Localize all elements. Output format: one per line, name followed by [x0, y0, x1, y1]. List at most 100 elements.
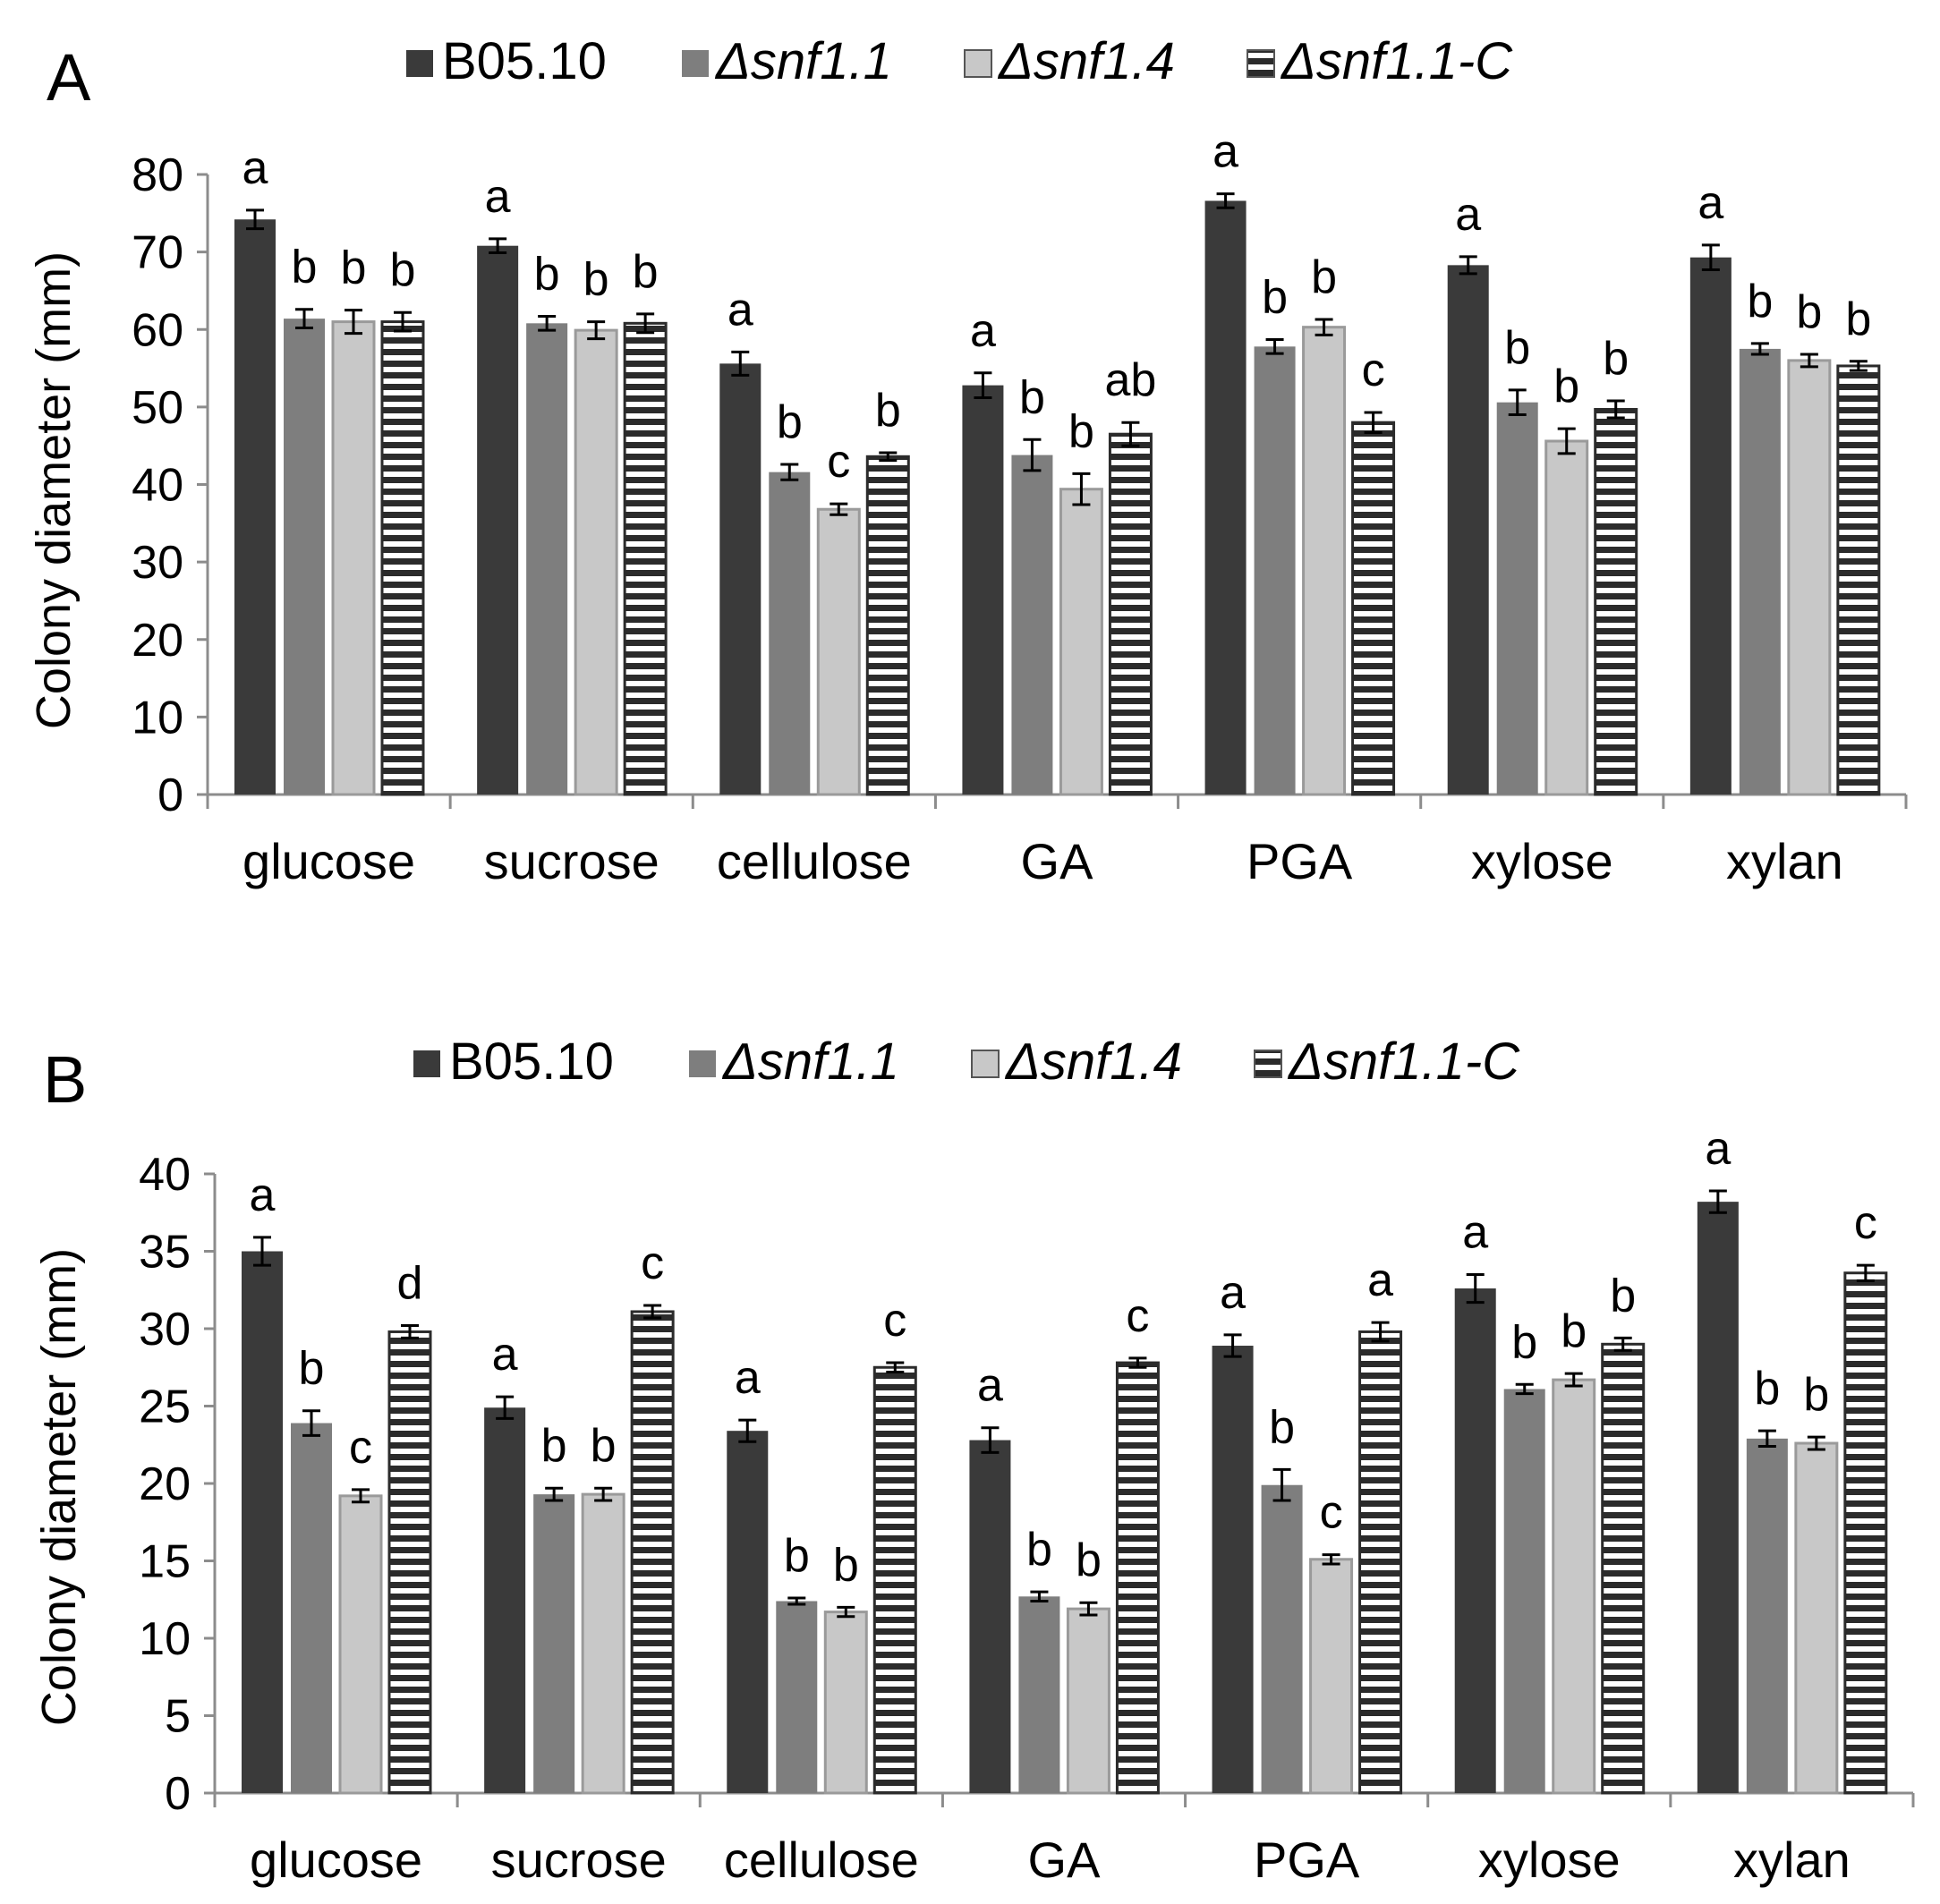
error-bar-b-snf1-4-GA [1079, 1601, 1098, 1617]
y-tick-label-a-60: 60 [132, 304, 183, 356]
bar-b-snf1-4-cellulose [823, 1611, 868, 1795]
sig-label-a-snf1-1-c-GA: ab [1105, 354, 1157, 406]
error-bar-b-snf1-1-glucose [302, 1409, 320, 1437]
bar-a-snf1-1-c-PGA [1351, 421, 1396, 796]
bar-a-b0510-glucose [234, 219, 276, 795]
sig-label-b-snf1-1-xylan: b [1754, 1363, 1780, 1415]
bar-a-snf1-1-c-glucose [380, 320, 425, 796]
sig-label-a-snf1-1-c-xylose: b [1603, 333, 1629, 385]
panel-a-legend: B05.10 Δsnf1.1 Δsnf1.4 Δsnf1.1-C [406, 32, 1513, 90]
error-bar-a-b0510-glucose [246, 208, 264, 231]
error-bar-a-snf1-1-sucrose [538, 315, 557, 332]
sig-label-b-b0510-cellulose: a [735, 1352, 761, 1404]
bar-a-snf1-1-c-GA [1108, 432, 1153, 796]
error-bar-b-b0510-sucrose [496, 1395, 515, 1420]
error-bar-b-snf1-1-PGA [1272, 1467, 1291, 1502]
y-tick-label-a-0: 0 [157, 769, 183, 821]
category-label-b-xylan: xylan [1733, 1832, 1851, 1888]
category-label-b-cellulose: cellulose [724, 1832, 919, 1888]
sig-label-b-snf1-1-PGA: b [1269, 1401, 1295, 1453]
bar-b-b0510-PGA [1212, 1346, 1254, 1793]
error-bar-a-b0510-cellulose [731, 350, 750, 377]
y-tick-label-b-0: 0 [165, 1768, 191, 1820]
error-bar-a-snf1-1-glucose [295, 308, 313, 330]
bar-a-snf1-4-PGA [1302, 326, 1347, 796]
error-bar-b-snf1-1-c-glucose [401, 1324, 419, 1339]
y-tick-label-b-35: 35 [139, 1227, 191, 1279]
error-bar-b-snf1-1-c-GA [1128, 1356, 1147, 1369]
sig-label-b-snf1-4-xylose: b [1561, 1305, 1587, 1357]
error-bar-b-snf1-4-cellulose [837, 1605, 855, 1619]
panel-a: A B05.10 Δsnf1.1 Δsnf1.4 Δsnf1.1-C Colon… [27, 32, 1908, 889]
bar-b-b0510-glucose [242, 1251, 283, 1793]
error-bar-a-snf1-4-sucrose [587, 320, 606, 341]
legend-swatch-snf1-1-c-b [1254, 1050, 1282, 1078]
legend-item-snf1-1-c-b: Δsnf1.1-C [1254, 1033, 1520, 1091]
error-bar-a-snf1-4-cellulose [830, 502, 848, 516]
error-bar-b-snf1-1-cellulose [787, 1596, 806, 1606]
sig-label-a-snf1-1-c-glucose: b [390, 244, 416, 296]
legend-item-b0510: B05.10 [406, 32, 607, 90]
bar-a-snf1-1-cellulose [769, 472, 811, 795]
sig-label-a-b0510-cellulose: a [728, 284, 753, 336]
sig-label-b-snf1-1-GA: b [1026, 1524, 1052, 1576]
bar-b-snf1-4-PGA [1309, 1558, 1354, 1795]
error-bar-b-b0510-PGA [1223, 1333, 1242, 1358]
bar-a-snf1-1-c-xylose [1594, 407, 1638, 796]
legend-swatch-snf1-4 [964, 49, 992, 78]
bar-b-snf1-1-glucose [291, 1423, 332, 1793]
bar-b-snf1-4-xylose [1552, 1378, 1596, 1795]
legend-swatch-snf1-1-c [1247, 49, 1275, 78]
legend-item-snf1-4: Δsnf1.4 [964, 32, 1175, 90]
error-bar-a-b0510-xylose [1459, 255, 1477, 276]
bar-b-snf1-1-cellulose [776, 1601, 818, 1793]
bar-a-snf1-4-xylan [1787, 359, 1832, 796]
sig-label-a-snf1-4-sucrose: b [583, 254, 609, 306]
legend-swatch-snf1-1 [682, 50, 709, 77]
bar-a-b0510-GA [962, 385, 1004, 795]
bar-a-snf1-1-c-sucrose [623, 321, 668, 796]
error-bar-a-b0510-sucrose [489, 237, 507, 254]
bar-a-b0510-xylan [1689, 257, 1732, 795]
bar-a-snf1-1-xylose [1496, 402, 1538, 795]
legend-label-snf1-1-c-b: Δsnf1.1-C [1287, 1033, 1520, 1091]
bar-b-snf1-1-c-PGA [1358, 1330, 1403, 1795]
bar-a-snf1-1-glucose [284, 319, 325, 795]
bar-a-snf1-4-glucose [331, 320, 376, 796]
bar-b-b0510-sucrose [484, 1407, 526, 1793]
bar-b-snf1-1-c-glucose [387, 1330, 432, 1795]
bar-a-snf1-1-c-cellulose [865, 455, 910, 796]
category-label-a-GA: GA [1021, 833, 1094, 889]
error-bar-b-snf1-1-c-xylose [1613, 1336, 1632, 1352]
bar-b-snf1-1-xylose [1503, 1389, 1545, 1793]
sig-label-a-snf1-4-glucose: b [341, 242, 367, 294]
y-tick-label-a-30: 30 [132, 537, 183, 589]
bar-b-b0510-cellulose [727, 1431, 769, 1793]
sig-label-b-snf1-1-c-cellulose: c [883, 1295, 906, 1347]
error-bar-a-snf1-4-PGA [1315, 318, 1333, 336]
y-axis-title-a: Colony diameter (mm) [27, 251, 81, 729]
sig-label-a-snf1-1-xylose: b [1504, 322, 1530, 374]
sig-label-a-snf1-4-xylose: b [1553, 361, 1579, 412]
error-bar-b-b0510-cellulose [738, 1418, 757, 1443]
bar-b-snf1-1-c-GA [1115, 1361, 1160, 1795]
bar-a-snf1-4-cellulose [816, 507, 861, 796]
error-bar-b-b0510-xylose [1466, 1272, 1485, 1305]
sig-label-b-snf1-1-xylose: b [1511, 1316, 1537, 1368]
error-bar-b-snf1-4-PGA [1322, 1553, 1340, 1566]
legend-swatch-snf1-1-b [689, 1050, 716, 1077]
sig-label-b-snf1-4-PGA: c [1320, 1487, 1343, 1539]
sig-label-b-snf1-1-c-xylan: c [1854, 1197, 1877, 1249]
bar-b-snf1-1-PGA [1261, 1484, 1303, 1793]
bar-b-snf1-4-sucrose [581, 1492, 625, 1795]
bar-b-snf1-1-c-xylose [1601, 1342, 1646, 1795]
sig-label-a-snf1-1-sucrose: b [534, 249, 560, 301]
error-bar-a-b0510-xylan [1701, 243, 1720, 272]
sig-label-a-snf1-1-cellulose: b [777, 396, 803, 448]
category-label-a-cellulose: cellulose [717, 833, 912, 889]
bar-b-b0510-GA [969, 1440, 1011, 1793]
sig-label-a-snf1-1-c-xylan: b [1845, 293, 1871, 345]
sig-label-a-b0510-xylan: a [1698, 177, 1723, 229]
sig-label-a-b0510-GA: a [970, 305, 996, 357]
